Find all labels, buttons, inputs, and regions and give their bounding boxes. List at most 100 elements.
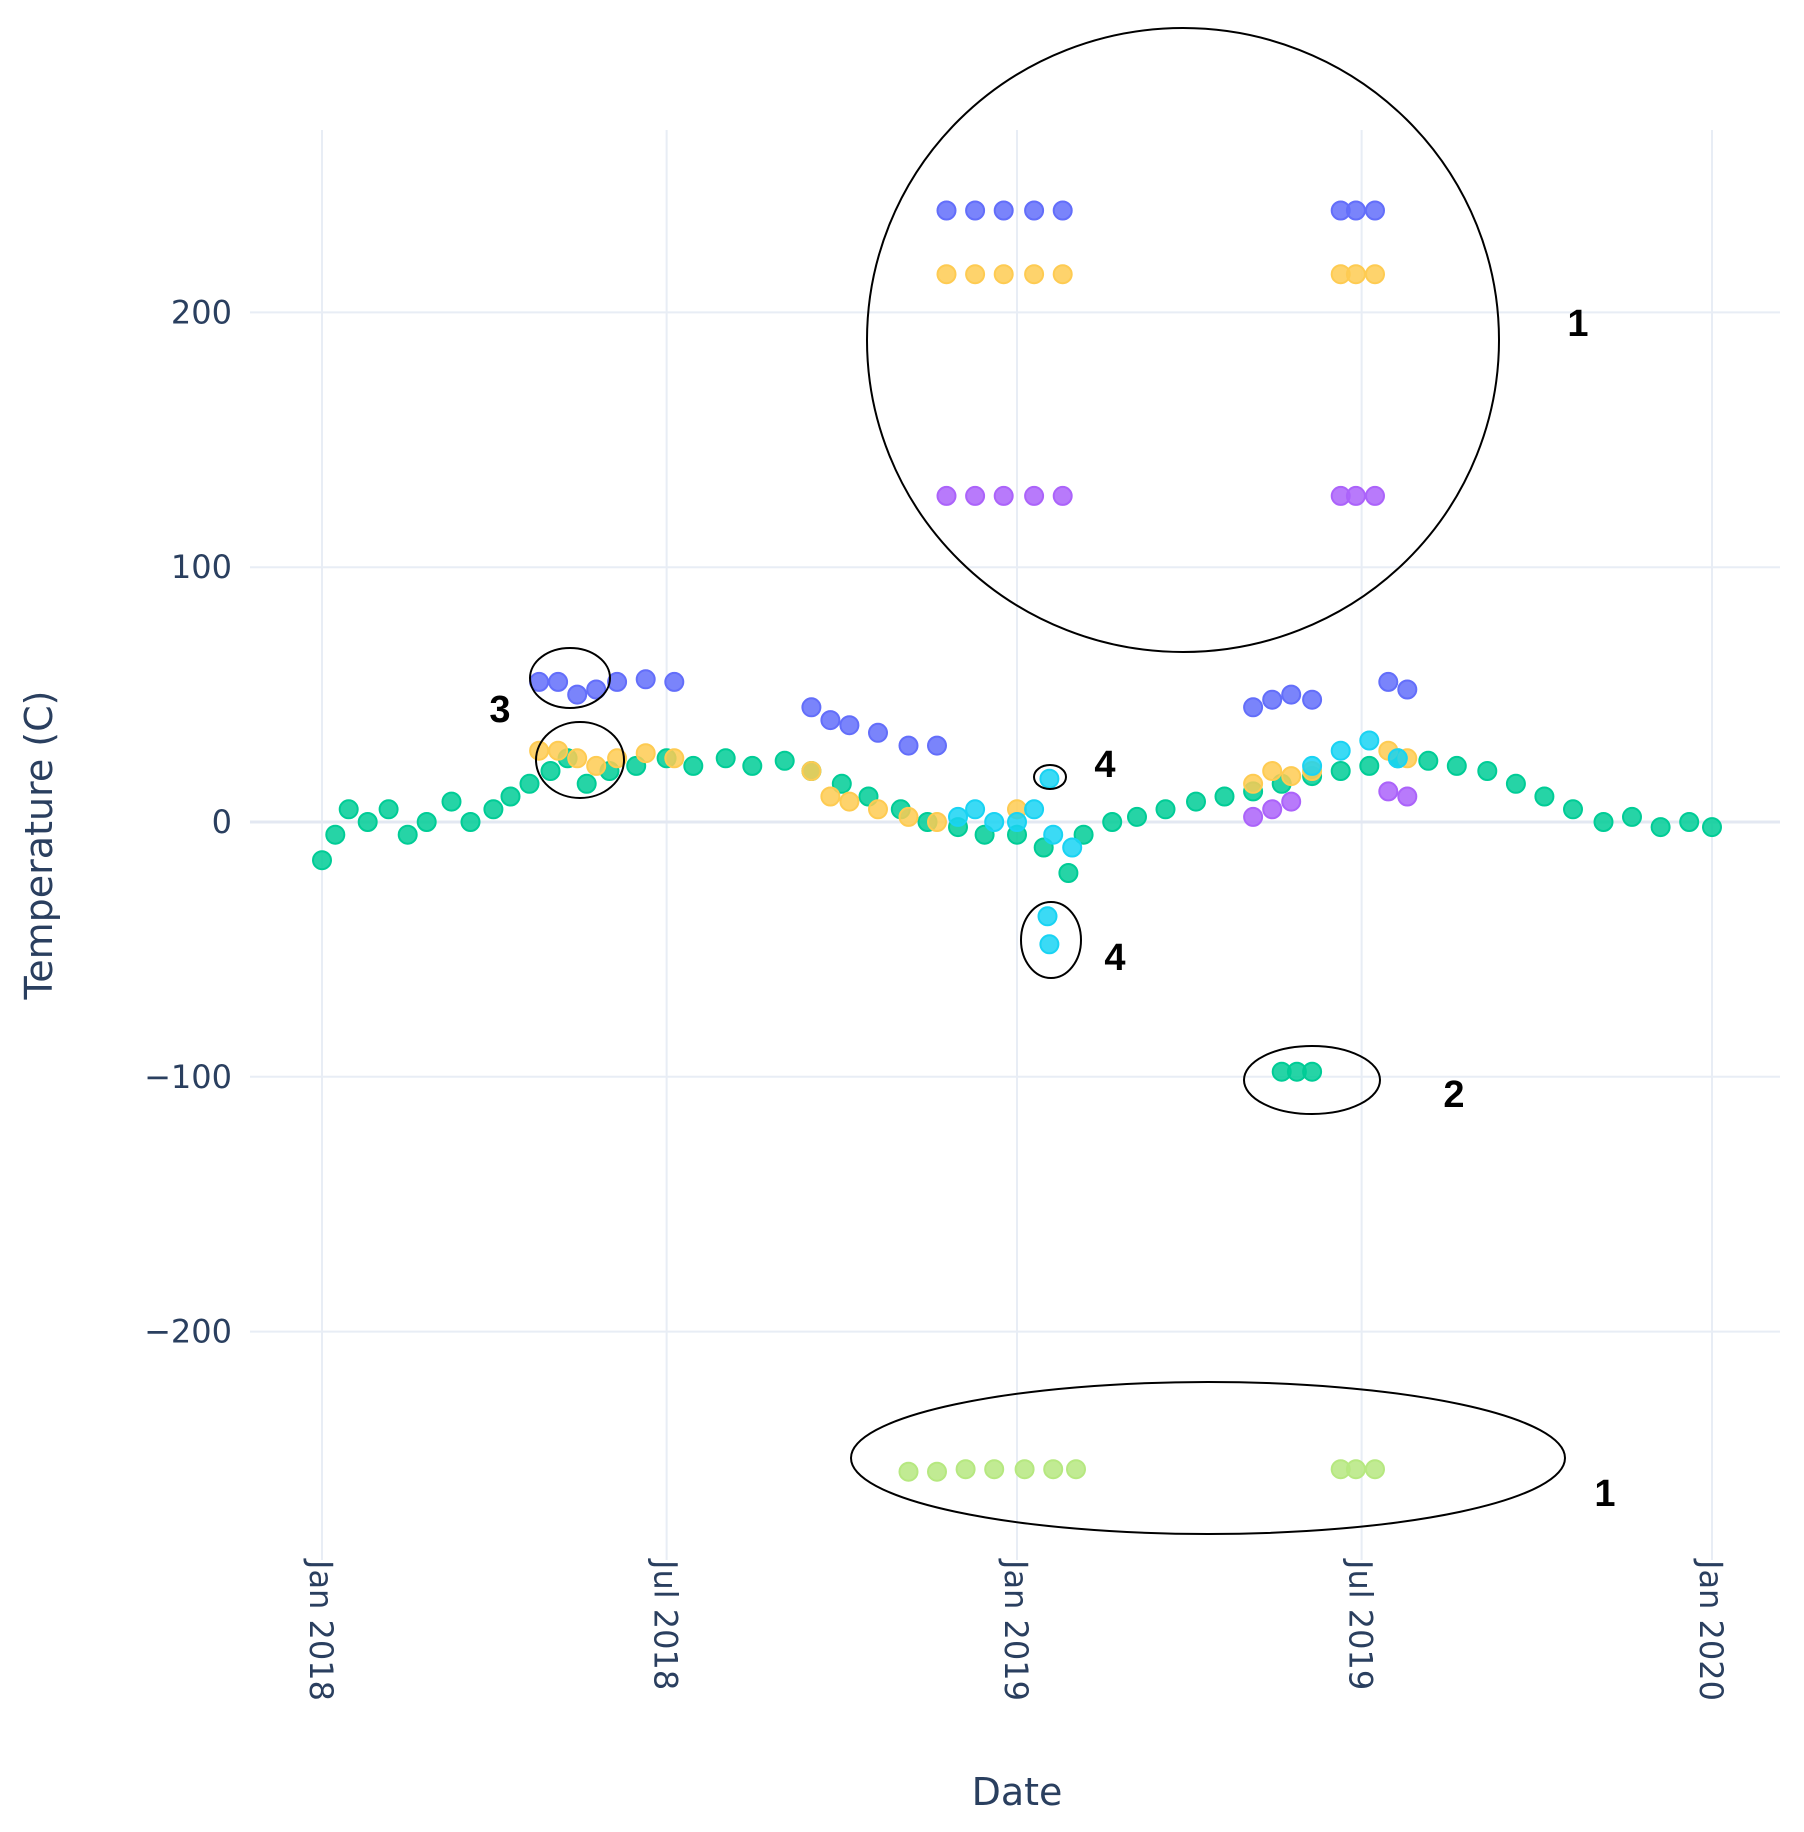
data-point bbox=[1281, 766, 1302, 787]
data-point bbox=[820, 786, 841, 807]
data-point bbox=[1302, 689, 1323, 710]
series-lightgreen bbox=[898, 1459, 1385, 1482]
data-point bbox=[1418, 750, 1439, 771]
annotation-label: 2 bbox=[1443, 1074, 1464, 1116]
series-green bbox=[312, 748, 1722, 883]
series-cyan bbox=[948, 730, 1408, 955]
data-point bbox=[586, 755, 607, 776]
data-point bbox=[378, 799, 399, 820]
data-point bbox=[948, 806, 968, 827]
data-point bbox=[936, 264, 957, 285]
data-point bbox=[1052, 485, 1073, 506]
data-point bbox=[1262, 761, 1283, 781]
data-point bbox=[1102, 812, 1123, 832]
data-point bbox=[1387, 748, 1408, 769]
data-point bbox=[1365, 485, 1385, 506]
data-point bbox=[1345, 1459, 1366, 1480]
data-point bbox=[898, 735, 919, 756]
data-point bbox=[607, 748, 628, 769]
data-point bbox=[927, 1461, 947, 1482]
data-point bbox=[635, 669, 656, 690]
data-point bbox=[984, 1459, 1005, 1480]
data-point bbox=[1330, 761, 1351, 781]
data-point bbox=[1378, 781, 1399, 802]
data-point bbox=[1650, 817, 1671, 838]
data-point bbox=[1563, 799, 1583, 820]
annotation-ellipse bbox=[1243, 1045, 1381, 1115]
data-point bbox=[1345, 485, 1366, 506]
data-point bbox=[1302, 1061, 1323, 1082]
data-point bbox=[1281, 791, 1302, 812]
annotation-ellipse bbox=[529, 647, 611, 709]
data-point bbox=[1365, 1459, 1385, 1480]
annotation-ellipse bbox=[535, 721, 625, 799]
data-point bbox=[683, 755, 704, 776]
data-point bbox=[801, 761, 822, 781]
data-point bbox=[1186, 791, 1206, 812]
data-point bbox=[1024, 264, 1045, 285]
data-point bbox=[1062, 837, 1083, 858]
data-point bbox=[540, 761, 561, 781]
x-tick-label: Jan 2019 bbox=[997, 1558, 1035, 1701]
data-point bbox=[955, 1459, 976, 1480]
data-point bbox=[567, 684, 588, 705]
data-point bbox=[607, 671, 628, 692]
data-point bbox=[993, 485, 1014, 506]
data-point bbox=[1052, 200, 1073, 221]
data-point bbox=[1066, 1459, 1086, 1480]
data-point bbox=[416, 812, 437, 832]
y-tick-label: −100 bbox=[144, 1058, 232, 1096]
data-point bbox=[664, 748, 685, 769]
data-point bbox=[635, 743, 656, 764]
annotation-label: 3 bbox=[489, 689, 510, 731]
data-point bbox=[1330, 740, 1351, 761]
annotation-ellipse bbox=[1020, 901, 1082, 979]
data-point bbox=[965, 200, 986, 221]
y-tick-label: −200 bbox=[144, 1313, 232, 1351]
annotation-label: 1 bbox=[1567, 303, 1588, 345]
data-point bbox=[586, 679, 607, 700]
data-point bbox=[927, 812, 947, 832]
data-point bbox=[1073, 824, 1094, 845]
data-point bbox=[1024, 799, 1045, 820]
data-point bbox=[965, 799, 986, 820]
data-point bbox=[1702, 817, 1722, 838]
annotation-label: 4 bbox=[1104, 937, 1125, 979]
data-point bbox=[1127, 806, 1147, 827]
data-point bbox=[1281, 684, 1302, 705]
data-point bbox=[774, 750, 795, 771]
data-point bbox=[1446, 755, 1467, 776]
data-point bbox=[936, 200, 957, 221]
data-point bbox=[715, 748, 736, 769]
data-point bbox=[1365, 264, 1385, 285]
y-tick-label: 0 bbox=[212, 803, 232, 841]
data-point bbox=[1014, 1459, 1035, 1480]
data-point bbox=[1039, 768, 1060, 789]
data-point bbox=[1397, 679, 1418, 700]
data-point bbox=[1007, 812, 1027, 832]
data-point bbox=[1214, 786, 1235, 807]
data-point bbox=[1359, 730, 1380, 751]
annotation-ellipse bbox=[850, 1381, 1566, 1535]
data-point bbox=[1155, 799, 1176, 820]
gridlines bbox=[250, 130, 1780, 1560]
data-point bbox=[868, 722, 888, 743]
data-point bbox=[338, 799, 359, 820]
data-point bbox=[1043, 1459, 1064, 1480]
data-point bbox=[1262, 689, 1283, 710]
data-point bbox=[839, 791, 860, 812]
data-point bbox=[1302, 755, 1323, 776]
data-point bbox=[357, 812, 378, 832]
data-point bbox=[1359, 755, 1380, 776]
data-point bbox=[500, 786, 521, 807]
data-point bbox=[831, 773, 852, 794]
x-tick-label: Jan 2020 bbox=[1692, 1558, 1730, 1701]
series-orange bbox=[529, 264, 1418, 832]
data-point bbox=[742, 755, 763, 776]
data-point bbox=[325, 824, 346, 845]
data-point bbox=[312, 850, 332, 871]
data-point bbox=[868, 799, 888, 820]
data-point bbox=[1243, 773, 1264, 794]
data-point bbox=[548, 740, 569, 761]
